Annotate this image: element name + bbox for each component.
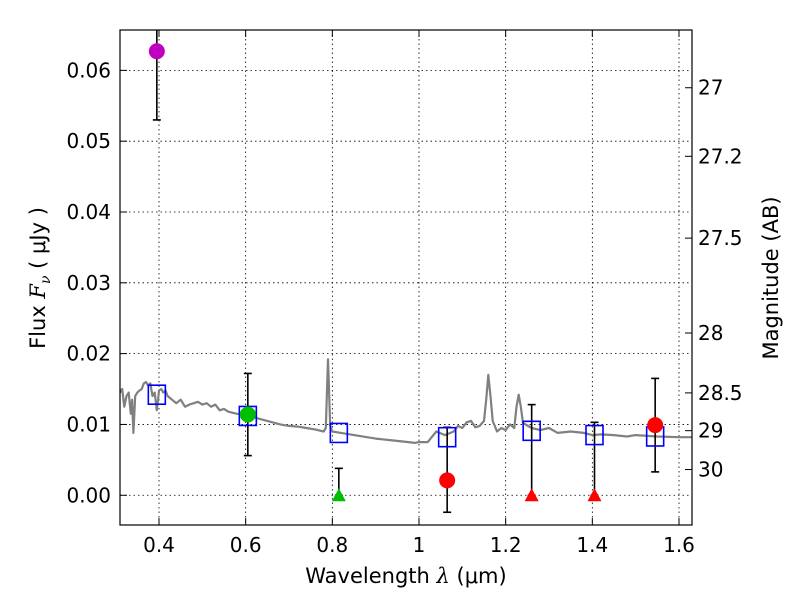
x-tick-label: 1.4 xyxy=(576,533,608,557)
model-photometry-square xyxy=(522,420,541,442)
x-axis-label: Wavelength λ (μm) xyxy=(305,564,506,588)
x-tick-label: 1 xyxy=(413,533,426,557)
x-tick-label: 0.4 xyxy=(143,533,175,557)
y-tick-label: 0.00 xyxy=(66,483,111,507)
upper-limit-marker xyxy=(331,488,346,502)
grid-lines xyxy=(120,30,692,525)
x-tick-label: 1.6 xyxy=(663,533,695,557)
y2-tick-label: 27.2 xyxy=(698,144,743,168)
x-tick-label: 1.2 xyxy=(490,533,522,557)
y2-tick-label: 27.5 xyxy=(698,226,743,250)
model-spectrum-line xyxy=(119,358,692,444)
y2-axis-label: Magnitude (AB) xyxy=(759,196,783,359)
observed-flux-point xyxy=(647,417,664,434)
y-tick-label: 0.01 xyxy=(66,412,111,436)
y2-tick-label: 28 xyxy=(698,321,723,345)
observed-flux-point xyxy=(439,472,456,489)
model-photometry-square xyxy=(437,426,457,448)
y2-tick-label: 27 xyxy=(698,76,723,100)
y-tick-label: 0.05 xyxy=(66,129,111,153)
y-tick-label: 0.04 xyxy=(66,200,111,224)
plot-frame xyxy=(119,29,693,526)
x-tick-label: 0.8 xyxy=(316,533,348,557)
model-photometry-square xyxy=(329,422,349,444)
y-tick-label: 0.03 xyxy=(66,271,111,295)
data-series xyxy=(119,30,692,514)
y-tick-label: 0.02 xyxy=(66,342,111,366)
observed-flux-point xyxy=(239,406,256,423)
upper-limit-marker xyxy=(587,488,602,502)
upper-limit-marker xyxy=(524,488,539,502)
model-photometry-square xyxy=(147,384,167,405)
y-tick-label: 0.06 xyxy=(66,58,111,82)
axis-ticks: 0.4 0.6 0.8 1 1.2 1.4 1.6 0.00 0.01 0.02 0.03 0.04 0… xyxy=(66,30,743,557)
y2-tick-label: 28.5 xyxy=(698,381,743,405)
model-photometry-square xyxy=(238,405,258,427)
model-photometry-square xyxy=(585,424,604,446)
observed-flux-point xyxy=(148,43,165,60)
x-tick-label: 0.6 xyxy=(230,533,262,557)
y2-tick-label: 30 xyxy=(698,458,723,482)
y2-tick-label: 29 xyxy=(698,419,723,443)
y-axis-label: Flux Fν ( μJy ) xyxy=(26,207,54,349)
